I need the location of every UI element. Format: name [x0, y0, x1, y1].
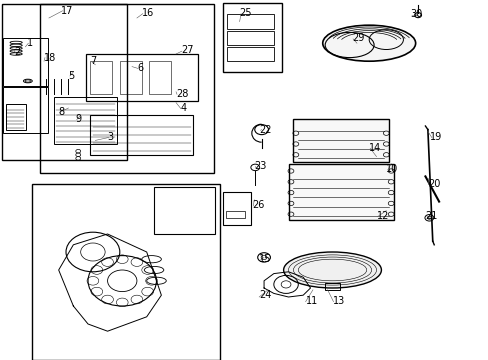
Text: 18: 18	[44, 53, 56, 63]
Text: 16: 16	[142, 8, 154, 18]
Text: 20: 20	[427, 179, 439, 189]
Ellipse shape	[283, 252, 381, 288]
Bar	[120, 61, 142, 94]
Bar	[6, 104, 26, 130]
Bar	[325, 283, 339, 290]
Bar	[54, 97, 117, 144]
Text: 3: 3	[107, 132, 114, 142]
Bar	[223, 192, 251, 225]
Text: 17: 17	[61, 6, 73, 16]
Bar	[32, 184, 220, 360]
Text: 25: 25	[239, 8, 252, 18]
Text: 8: 8	[59, 107, 65, 117]
Text: 5: 5	[68, 71, 75, 81]
Bar	[227, 31, 273, 45]
Text: 9: 9	[76, 114, 82, 124]
Text: 15: 15	[259, 254, 271, 264]
Text: 2: 2	[15, 47, 21, 57]
Bar	[288, 164, 393, 220]
Bar	[149, 61, 171, 94]
Text: 4: 4	[181, 103, 187, 113]
Text: 29: 29	[351, 33, 364, 43]
Ellipse shape	[322, 25, 415, 61]
Text: 21: 21	[425, 211, 437, 221]
Text: 22: 22	[259, 125, 271, 135]
Text: 24: 24	[259, 290, 271, 300]
Bar	[227, 14, 273, 29]
Text: 19: 19	[429, 132, 442, 142]
Bar	[154, 187, 215, 234]
Text: 23: 23	[254, 161, 266, 171]
Text: 26: 26	[251, 200, 264, 210]
Text: 10: 10	[386, 164, 398, 174]
Bar	[3, 38, 48, 86]
Text: 12: 12	[376, 211, 388, 221]
Text: 14: 14	[368, 143, 381, 153]
Bar	[293, 119, 388, 162]
Text: 30: 30	[410, 9, 422, 19]
Bar	[227, 47, 273, 61]
Bar	[225, 211, 245, 218]
Text: 6: 6	[137, 63, 143, 73]
Text: 13: 13	[332, 296, 344, 306]
Text: 27: 27	[181, 45, 193, 55]
Text: 28: 28	[176, 89, 188, 99]
Text: 7: 7	[90, 56, 97, 66]
Bar	[2, 4, 127, 160]
Bar	[90, 115, 193, 155]
Bar	[40, 4, 213, 173]
Text: 11: 11	[305, 296, 317, 306]
Text: 1: 1	[27, 38, 33, 48]
Bar	[85, 54, 198, 101]
Bar	[3, 87, 48, 133]
Bar	[223, 3, 281, 72]
Bar	[90, 61, 112, 94]
